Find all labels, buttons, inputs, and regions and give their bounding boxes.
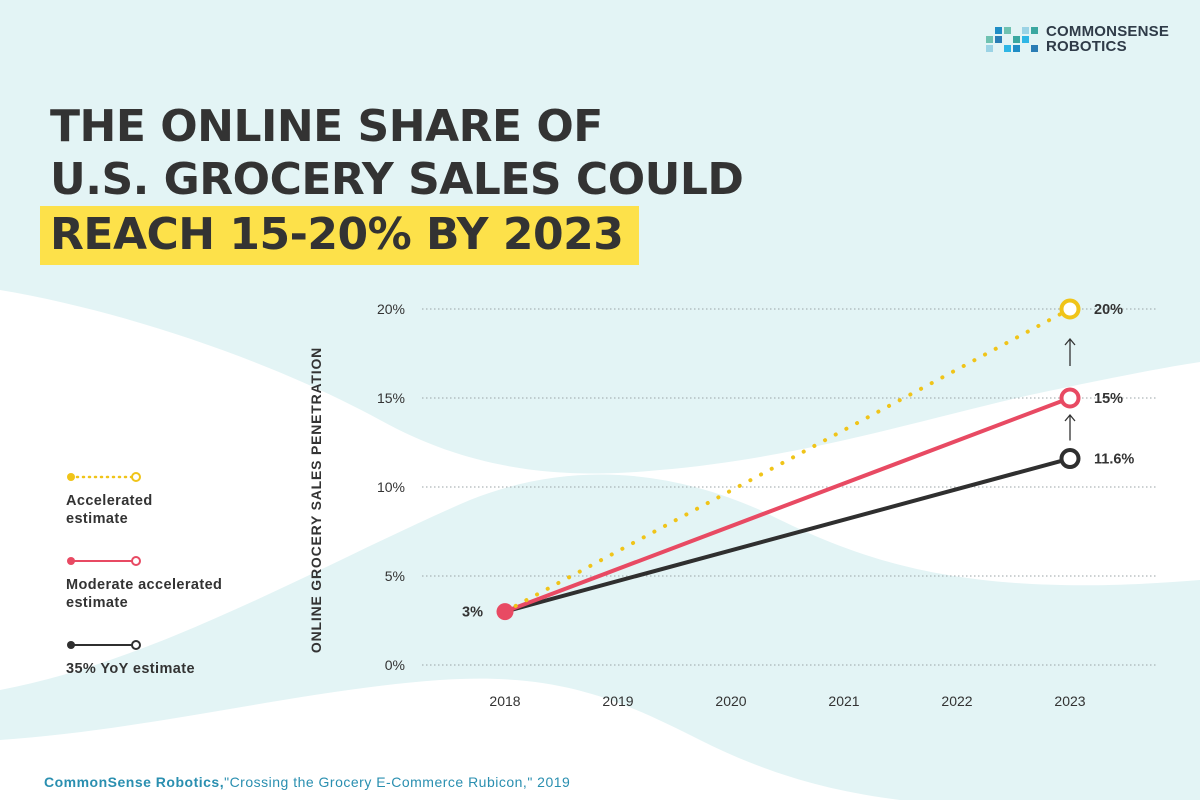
title-line-3-highlighted: REACH 15-20% BY 2023 (40, 206, 640, 265)
series-line (503, 307, 1072, 614)
data-label: 11.6% (1094, 452, 1134, 468)
y-tick-label: 20% (377, 301, 405, 317)
logo-square (986, 44, 993, 52)
logo-square (995, 35, 1002, 43)
x-tick-label: 2019 (602, 693, 633, 709)
brand-logo: COMMONSENSE ROBOTICS (986, 24, 1169, 54)
data-label: 15% (1094, 391, 1123, 407)
x-tick-label: 2022 (941, 693, 972, 709)
series-end-marker (1059, 298, 1081, 320)
source-citation: CommonSense Robotics,"Crossing the Groce… (44, 774, 570, 790)
title-line-1: THE ONLINE SHARE OF (50, 101, 603, 152)
x-tick-label: 2021 (828, 693, 859, 709)
logo-square (1004, 26, 1011, 34)
arrow-head-icon (1064, 413, 1076, 422)
source-author: CommonSense Robotics, (44, 774, 225, 790)
legend-black-line-icon (67, 640, 141, 650)
logo-line-2: ROBOTICS (1046, 38, 1127, 55)
x-tick-label: 2018 (489, 693, 520, 709)
legend-label-moderate: Moderate accelerated estimate (66, 577, 223, 611)
page-title: THE ONLINE SHARE OF U.S. GROCERY SALES C… (40, 100, 744, 265)
legend-red-line-icon (67, 556, 141, 566)
series-end-marker (1059, 448, 1081, 470)
logo-square (995, 26, 1002, 34)
y-tick-label: 15% (377, 390, 405, 406)
start-data-label: 3% (462, 605, 483, 621)
legend-label-yoy: 35% YoY estimate (66, 661, 195, 677)
logo-square (986, 35, 993, 43)
legend-label-accelerated: Accelerated estimate (66, 493, 153, 527)
logo-square (1013, 35, 1020, 43)
legend-item-yoy: 35% YoY estimate (66, 638, 266, 678)
logo-square (1022, 26, 1029, 34)
data-label: 20% (1094, 302, 1123, 318)
logo-text: COMMONSENSE ROBOTICS (1046, 24, 1169, 54)
legend-dotted-line-icon (67, 472, 141, 482)
logo-square (1031, 26, 1038, 34)
logo-square (1004, 44, 1011, 52)
series-end-marker (1059, 387, 1081, 409)
logo-line-1: COMMONSENSE (1046, 23, 1170, 40)
x-tick-label: 2023 (1054, 693, 1085, 709)
y-tick-label: 10% (377, 479, 405, 495)
x-tick-label: 2020 (715, 693, 746, 709)
logo-mark-icon (986, 26, 1038, 52)
source-title: "Crossing the Grocery E-Commerce Rubicon… (224, 774, 571, 790)
arrow-head-icon (1064, 337, 1076, 346)
logo-square (1031, 44, 1038, 52)
y-tick-label: 5% (385, 568, 405, 584)
title-line-2: U.S. GROCERY SALES COULD (50, 154, 744, 205)
series-line (503, 396, 1072, 614)
logo-square (1022, 35, 1029, 43)
legend-item-accelerated: Accelerated estimate (66, 470, 266, 528)
series-start-marker (496, 603, 514, 621)
chart-legend: Accelerated estimate Moderate accelerate… (66, 470, 266, 704)
y-tick-label: 0% (385, 657, 405, 673)
legend-item-moderate: Moderate accelerated estimate (66, 554, 266, 612)
series-line (503, 456, 1072, 614)
logo-square (1013, 44, 1020, 52)
